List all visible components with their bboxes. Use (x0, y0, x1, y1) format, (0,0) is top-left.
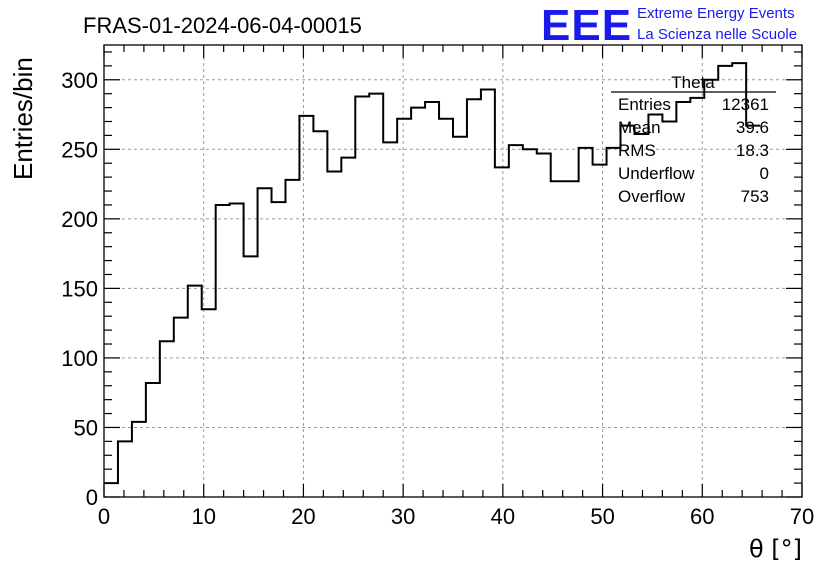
stats-row-label: Mean (618, 118, 661, 137)
y-tick-label: 200 (61, 207, 98, 232)
y-tick-label: 150 (61, 276, 98, 301)
histogram-bin (690, 98, 704, 497)
stats-row-label: Overflow (618, 187, 686, 206)
histogram-bin (230, 204, 244, 497)
stats-row-value: 39.6 (736, 118, 769, 137)
stats-row-value: 753 (741, 187, 769, 206)
histogram-bin (299, 116, 313, 497)
histogram-bin (411, 108, 425, 497)
stats-row-value: 0 (760, 164, 769, 183)
histogram-bin (285, 180, 299, 497)
histogram-bin (453, 137, 467, 497)
logo-line2: La Scienza nelle Scuole (637, 26, 797, 43)
y-tick-label: 100 (61, 346, 98, 371)
logo-line1: Extreme Energy Events (637, 5, 795, 22)
histogram-bin (327, 172, 341, 497)
histogram-bin (104, 483, 118, 497)
histogram-bin (118, 441, 132, 497)
histogram-bin (565, 181, 579, 497)
histogram-bin (216, 205, 230, 497)
histogram-bin (425, 102, 439, 497)
histogram-bin (718, 66, 732, 497)
histogram-bin (132, 422, 146, 497)
stats-row-value: 18.3 (736, 141, 769, 160)
histogram-bin (746, 126, 760, 497)
x-axis-label: θ [°] (749, 535, 802, 563)
histogram-bin (174, 318, 188, 497)
x-tick-label: 40 (491, 504, 515, 529)
stats-row-label: Entries (618, 95, 671, 114)
histogram-bin (593, 165, 607, 497)
x-tick-label: 20 (291, 504, 315, 529)
y-tick-label: 0 (86, 485, 98, 510)
histogram-bin (537, 153, 551, 497)
histogram-bins (104, 62, 761, 497)
logo: EEE Extreme Energy Events La Scienza nel… (541, 1, 797, 50)
x-tick-label: 30 (391, 504, 415, 529)
x-tick-label: 60 (690, 504, 714, 529)
stats-row-label: Underflow (618, 164, 695, 183)
x-tick-label: 0 (98, 504, 110, 529)
histogram-bin (676, 102, 690, 497)
y-tick-label: 250 (61, 137, 98, 162)
stats-rows: Entries 12361 Mean 39.6 RMS 18.3 Underflow 0 Ove… (618, 95, 769, 206)
histogram-bin (439, 119, 453, 497)
histogram-bin (355, 96, 369, 497)
histogram-bin (509, 145, 523, 497)
plot-frame (103, 44, 803, 498)
histogram-outline (104, 62, 761, 485)
chart-title: FRAS-01-2024-06-04-00015 (83, 13, 362, 38)
histogram-bin (704, 80, 718, 497)
stats-name: Theta (671, 73, 715, 92)
x-tick-label: 50 (590, 504, 614, 529)
histogram-bin (160, 341, 174, 497)
histogram-bin (188, 286, 202, 497)
histogram-bin (313, 131, 327, 497)
histogram-bin (341, 158, 355, 497)
histogram-bin (551, 181, 565, 497)
histogram-bin (579, 148, 593, 497)
logo-mark: EEE (541, 1, 632, 50)
y-axis-label: Entries/bin (8, 57, 38, 180)
histogram-bin (202, 309, 216, 497)
histogram-bin (146, 383, 160, 497)
y-tick-label: 300 (61, 68, 98, 93)
x-tick-label: 10 (191, 504, 215, 529)
y-tick-label: 50 (74, 415, 98, 440)
axes: 0 10 20 30 40 50 60 70 0 50 100 150 200 250 300 (61, 44, 814, 529)
x-tick-label: 70 (790, 504, 814, 529)
histogram-bin (397, 119, 411, 497)
histogram-bin (244, 256, 258, 497)
grid (104, 45, 802, 497)
histogram-bin (258, 188, 272, 497)
histogram-bin (495, 167, 509, 497)
histogram-bin (272, 202, 286, 497)
histogram-bin (467, 99, 481, 497)
histogram-bin (523, 149, 537, 497)
stats-row-value: 12361 (722, 95, 769, 114)
histogram-bin (383, 142, 397, 497)
histogram-bin (481, 90, 495, 497)
stats-box: Theta Entries 12361 Mean 39.6 RMS 18.3 Underfl… (611, 73, 776, 206)
histogram-bin (369, 94, 383, 497)
stats-row-label: RMS (618, 141, 656, 160)
